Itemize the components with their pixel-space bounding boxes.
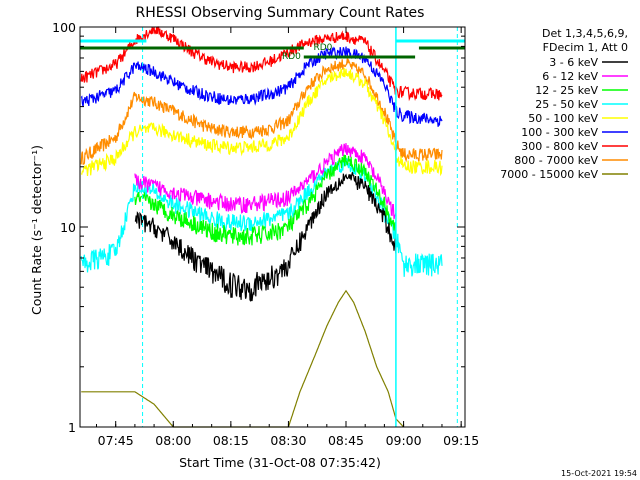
legend-label: 300 - 800 keV bbox=[521, 140, 598, 153]
series-line-3 bbox=[134, 154, 397, 246]
x-tick-label: 07:45 bbox=[98, 433, 134, 448]
chart-title: RHESSI Observing Summary Count Rates bbox=[136, 5, 425, 21]
x-tick-label: 09:00 bbox=[386, 433, 422, 448]
y-tick-label: 100 bbox=[52, 20, 76, 35]
flag-label-1: RD0 bbox=[282, 52, 301, 62]
series-line-5 bbox=[80, 67, 443, 177]
flag-label-2: RD0 bbox=[313, 43, 332, 53]
legend-header-line: FDecim 1, Att 0 bbox=[543, 41, 628, 54]
x-axis-label: Start Time (31-Oct-08 07:35:42) bbox=[179, 455, 381, 470]
series-line-1 bbox=[134, 172, 397, 302]
x-tick-label: 09:15 bbox=[443, 433, 479, 448]
series-line-2 bbox=[134, 143, 397, 220]
series-line-8 bbox=[80, 58, 443, 165]
legend-label: 100 - 300 keV bbox=[521, 126, 598, 139]
x-tick-label: 08:30 bbox=[270, 433, 306, 448]
legend-label: 12 - 25 keV bbox=[535, 84, 598, 97]
legend: Det 1,3,4,5,6,9,FDecim 1, Att 0 3 - 6 keV… bbox=[500, 27, 628, 181]
legend-label: 800 - 7000 keV bbox=[514, 154, 598, 167]
y-axis-label: Count Rate (s⁻¹ detector⁻¹) bbox=[29, 145, 44, 315]
legend-label: 25 - 50 keV bbox=[535, 98, 598, 111]
x-tick-label: 08:45 bbox=[328, 433, 364, 448]
y-tick-label: 1 bbox=[68, 420, 76, 435]
x-tick-label: 08:00 bbox=[155, 433, 191, 448]
series-line-6 bbox=[80, 46, 443, 127]
legend-label: 50 - 100 keV bbox=[528, 112, 598, 125]
legend-label: 6 - 12 keV bbox=[542, 70, 598, 83]
x-tick-label: 08:15 bbox=[213, 433, 249, 448]
series-line-4 bbox=[80, 156, 443, 277]
legend-header-line: Det 1,3,4,5,6,9, bbox=[542, 27, 628, 40]
legend-label: 7000 - 15000 keV bbox=[500, 168, 598, 181]
y-tick-label: 10 bbox=[60, 220, 76, 235]
axes: 07:45 08:00 08:15 08:30 08:45 09:00 09:15 1 10 10… bbox=[52, 20, 479, 448]
legend-label: 3 - 6 keV bbox=[549, 56, 598, 69]
footer-date: 15-Oct-2021 19:54 bbox=[561, 469, 637, 478]
